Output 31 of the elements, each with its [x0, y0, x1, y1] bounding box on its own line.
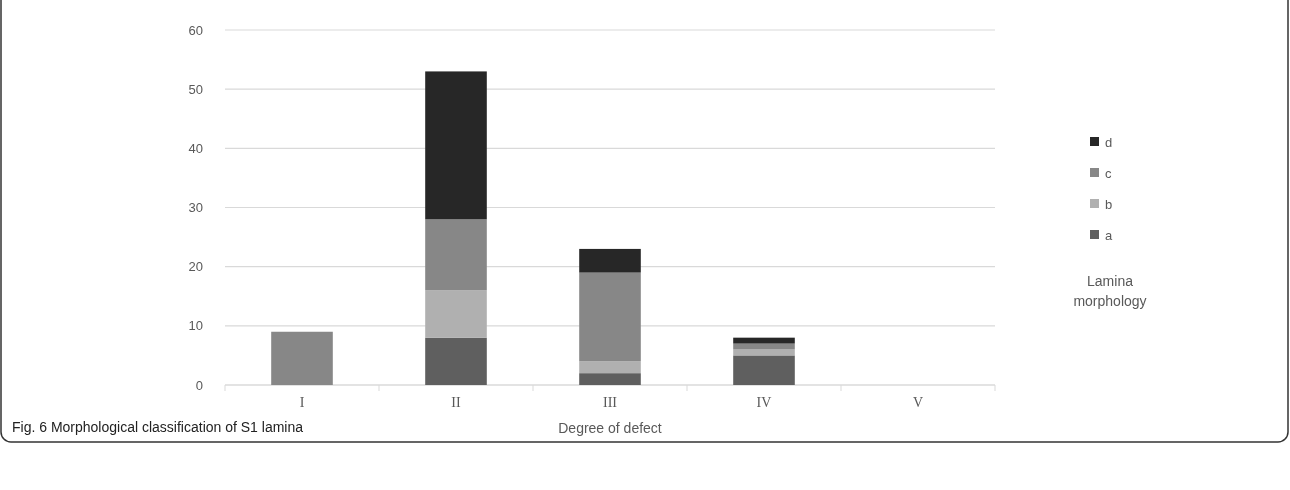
bar — [579, 373, 641, 385]
bar — [579, 272, 641, 362]
x-axis-title: Degree of defect — [558, 420, 662, 436]
legend-label: b — [1105, 196, 1113, 212]
bar — [733, 337, 795, 344]
x-tick-label: III — [603, 395, 618, 410]
bar — [579, 361, 641, 374]
y-tick-label: 10 — [188, 318, 203, 334]
bar — [733, 343, 795, 350]
bar — [271, 331, 333, 385]
y-tick-label: 0 — [195, 377, 203, 393]
y-tick-label: 40 — [188, 140, 203, 156]
bar — [425, 219, 487, 291]
y-tick-label: 20 — [188, 259, 203, 275]
legend-label: c — [1105, 165, 1112, 181]
bar — [425, 71, 487, 220]
bar — [579, 248, 641, 273]
legend-label: a — [1105, 227, 1113, 243]
y-tick-label: 60 — [188, 22, 203, 38]
bar — [425, 290, 487, 338]
x-tick-label: IV — [756, 395, 772, 410]
caption: Fig. 6 Morphological classification of S1 lamina — [12, 419, 304, 435]
y-tick-label: 50 — [188, 81, 203, 97]
y-tick-label: 30 — [188, 200, 203, 216]
x-tick-label: I — [299, 395, 305, 410]
legend-title: Lamina morphology — [1073, 273, 1147, 309]
x-tick-label: II — [451, 395, 461, 410]
bar — [425, 337, 487, 385]
legend-label: d — [1105, 134, 1113, 150]
bar — [733, 355, 795, 385]
x-tick-label: V — [912, 395, 924, 410]
